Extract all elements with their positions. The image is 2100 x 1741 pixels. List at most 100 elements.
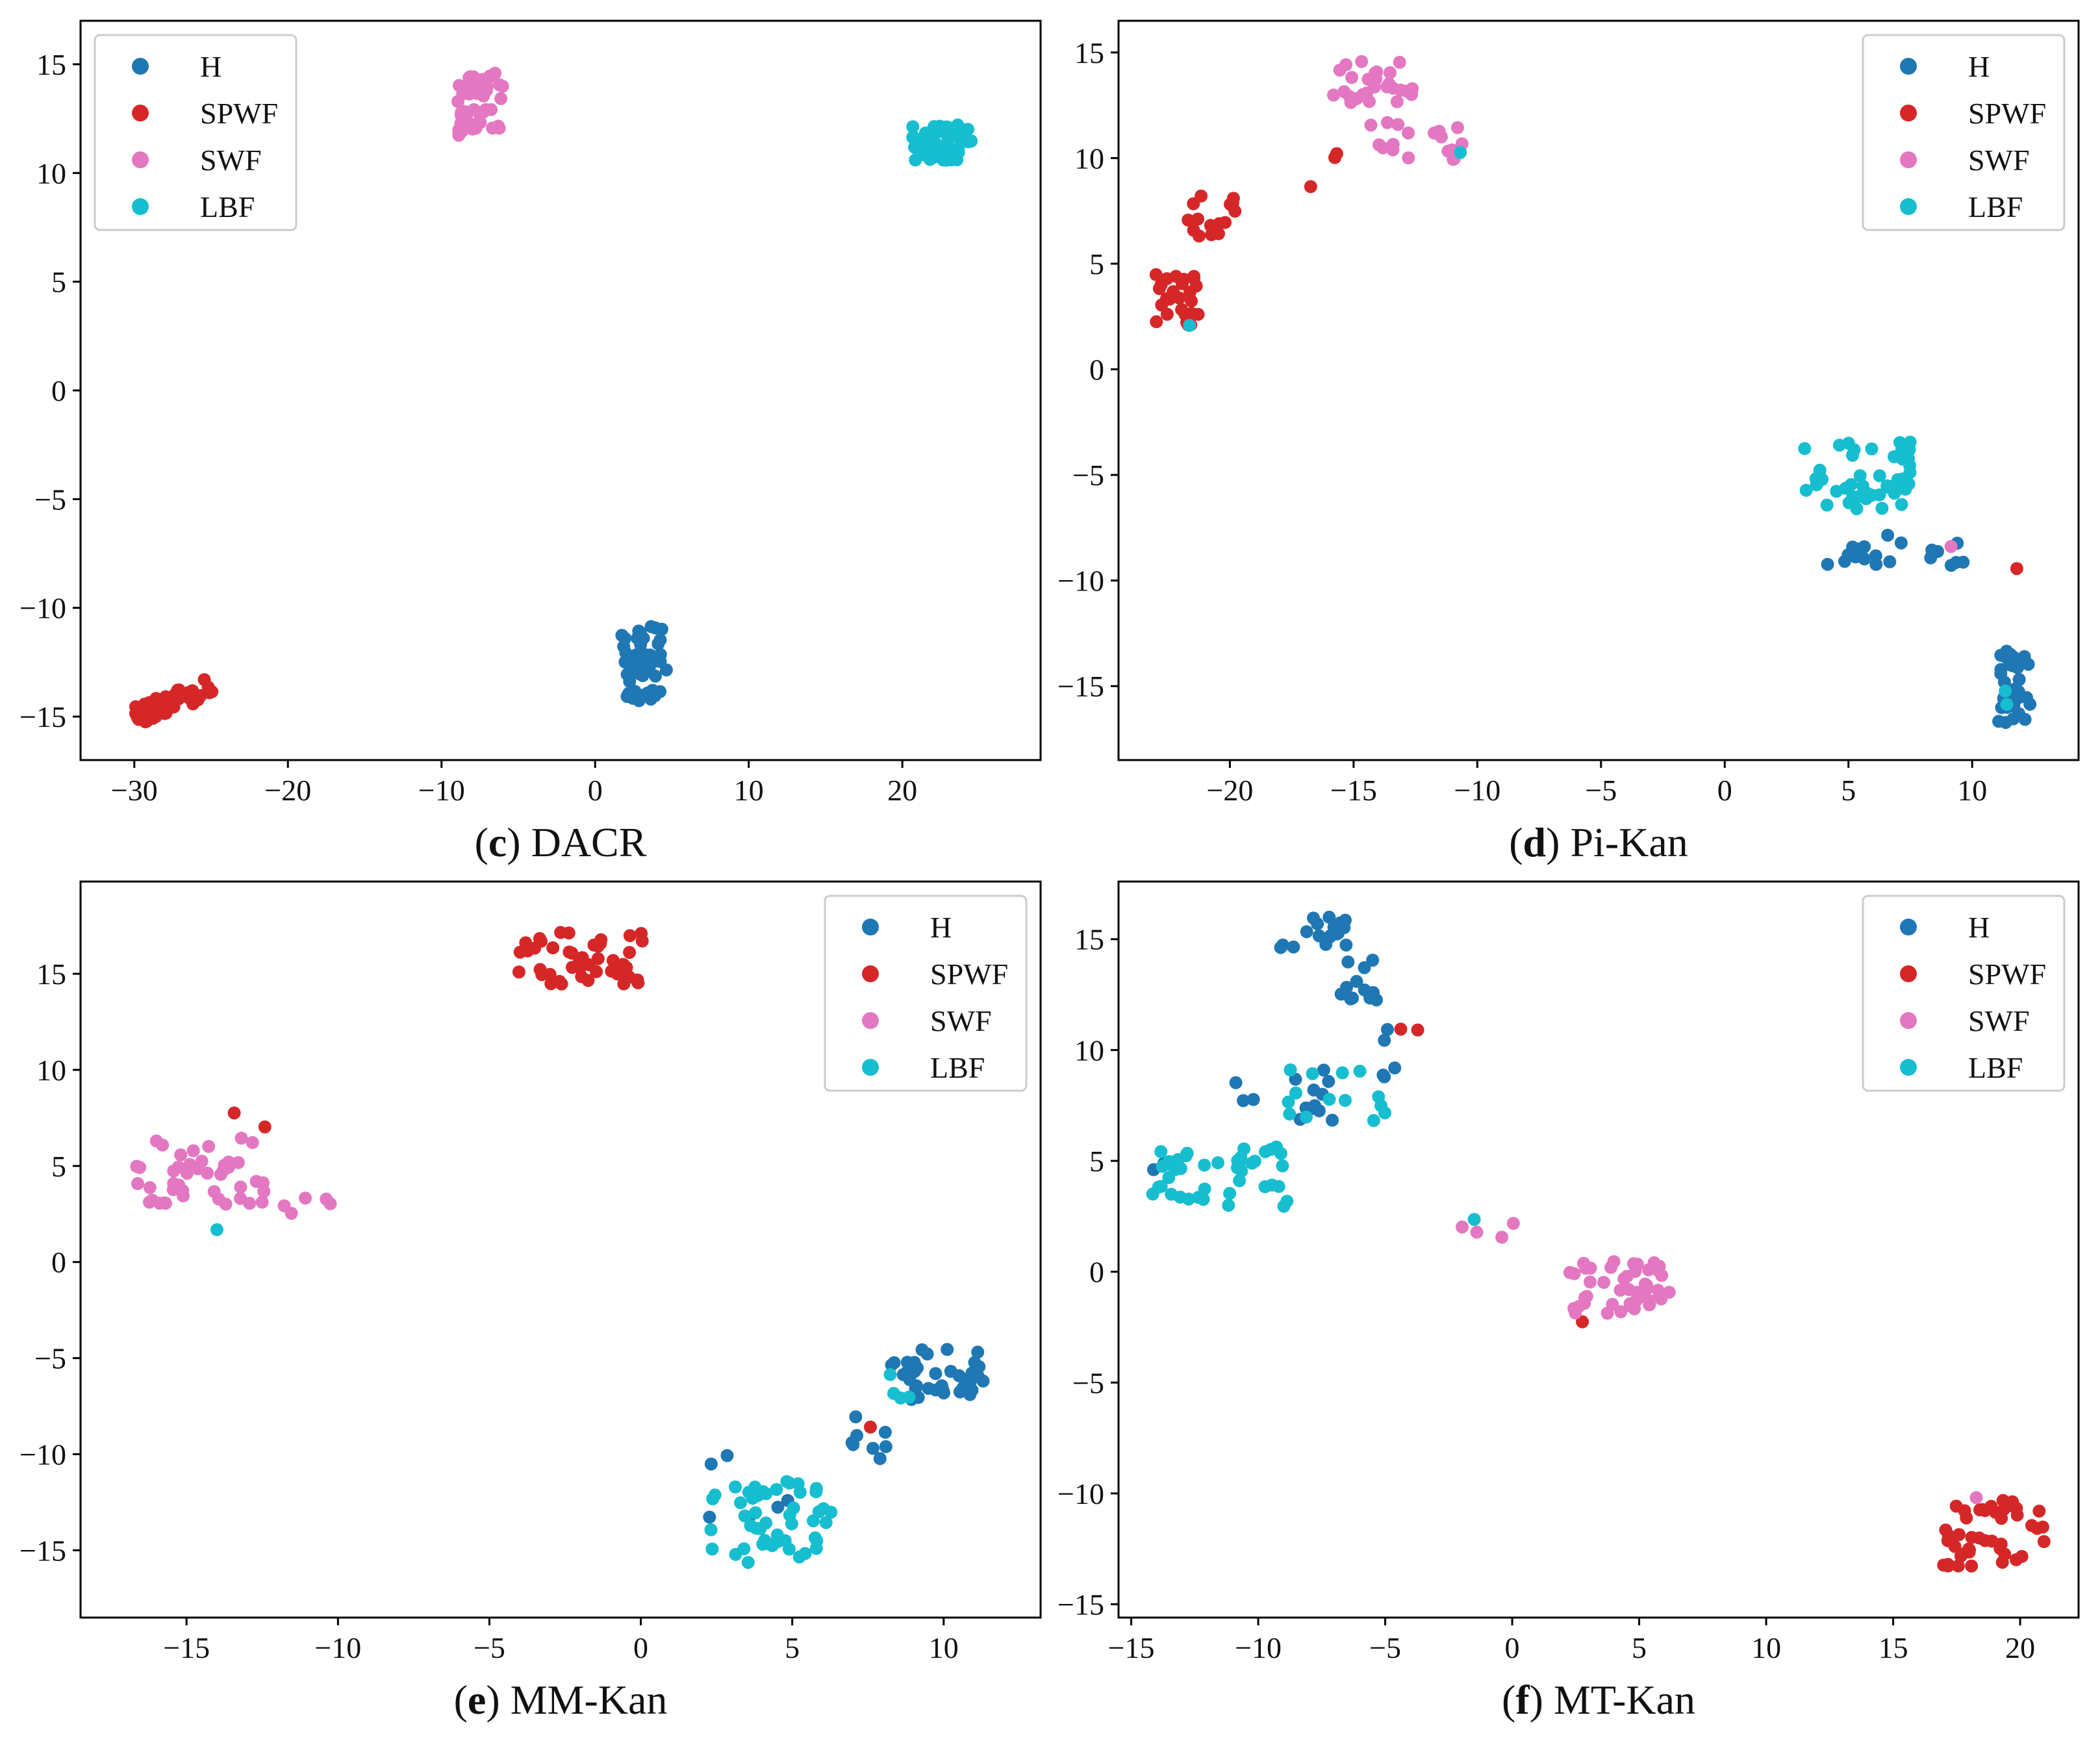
legend-label-spwf: SPWF [1968,97,2046,130]
point-h [1378,1034,1391,1047]
point-swf [177,1189,190,1202]
points-c [129,66,978,729]
point-spwf [1951,1559,1965,1573]
point-lbf [1233,1174,1246,1188]
point-h [1274,941,1287,954]
point-spwf [573,953,587,967]
point-lbf [1182,1192,1195,1206]
point-h [1300,925,1313,939]
point-swf [201,1166,214,1180]
legend-label-swf: SWF [930,1004,992,1037]
x-tick-label: −15 [163,1631,210,1664]
point-spwf [623,946,637,959]
legend-marker-spwf [1900,105,1917,121]
panel-caption: (f) MT-Kan [1502,1677,1695,1723]
point-lbf [941,135,954,148]
point-spwf [623,929,637,943]
point-lbf [1903,443,1916,457]
y-tick-label: −15 [19,700,66,733]
point-swf [1567,1267,1581,1280]
point-lbf [763,1537,776,1551]
point-swf [474,116,487,129]
point-h [628,665,642,678]
point-h [1381,1023,1394,1036]
y-tick-label: 5 [1089,248,1104,281]
point-spwf [864,1420,877,1434]
point-h [1883,555,1897,568]
point-lbf [1842,496,1856,509]
point-swf [1614,1305,1628,1319]
point-spwf [1149,268,1163,281]
point-spwf [533,932,546,945]
point-swf [1655,1269,1669,1282]
point-lbf [734,1496,747,1510]
point-h [1322,910,1336,924]
point-lbf [744,1519,757,1532]
point-h [963,1388,977,1401]
x-tick-label: 5 [785,1631,800,1664]
point-lbf [1165,1188,1178,1201]
point-swf [462,87,476,101]
legend-marker-spwf [132,105,149,121]
point-h [976,1374,990,1388]
point-lbf [1903,466,1917,479]
legend-label-swf: SWF [1968,1004,2030,1037]
point-lbf [2000,698,2014,711]
point-lbf [1276,1159,1289,1173]
point-lbf [1893,436,1906,450]
y-tick-label: 5 [1089,1145,1104,1178]
point-h [720,1449,734,1462]
point-swf [1402,126,1415,140]
point-spwf [2030,1521,2044,1535]
y-tick-label: −15 [19,1534,66,1567]
y-tick-label: −5 [1072,1366,1104,1399]
point-spwf [521,944,535,958]
point-spwf [546,941,560,954]
point-lbf [923,153,937,166]
point-spwf [594,933,608,947]
point-h [1346,991,1359,1005]
point-lbf [1873,488,1886,502]
point-swf [1345,71,1359,84]
point-h [920,1347,934,1361]
point-h [1388,1061,1402,1074]
point-lbf [920,138,934,151]
point-lbf [1180,1147,1194,1160]
point-lbf [906,120,920,134]
point-h [941,1343,954,1356]
point-lbf [1222,1199,1235,1212]
point-h [1317,1063,1330,1077]
point-swf [320,1192,333,1206]
x-tick-label: −10 [1235,1631,1282,1664]
point-h [866,1442,879,1455]
point-h [1925,543,1939,557]
point-swf [1944,540,1958,553]
point-h [1999,716,2012,730]
point-swf [1506,1217,1520,1230]
legend-marker-lbf [132,198,149,215]
point-h [2012,685,2025,698]
point-swf [1577,1256,1591,1270]
point-lbf [1873,469,1886,483]
point-lbf [1235,1164,1248,1178]
point-h [1858,540,1871,553]
y-tick-label: −10 [19,1438,66,1471]
point-h [703,1510,716,1524]
point-spwf [1949,1499,1963,1513]
point-swf [1495,1230,1509,1244]
point-lbf [780,1475,794,1488]
x-tick-label: −15 [1108,1631,1155,1664]
point-swf [1627,1257,1641,1271]
panel-caption: (d) Pi-Kan [1509,819,1688,865]
point-spwf [635,926,648,940]
point-lbf [1888,450,1901,464]
legend-marker-spwf [1900,965,1917,982]
point-h [615,629,629,642]
point-h [1307,911,1320,925]
point-spwf [167,700,181,713]
point-h [620,690,634,704]
point-spwf [631,976,645,989]
point-spwf [1187,223,1200,237]
points-d [1149,55,2037,730]
y-tick-label: 5 [51,1150,66,1183]
